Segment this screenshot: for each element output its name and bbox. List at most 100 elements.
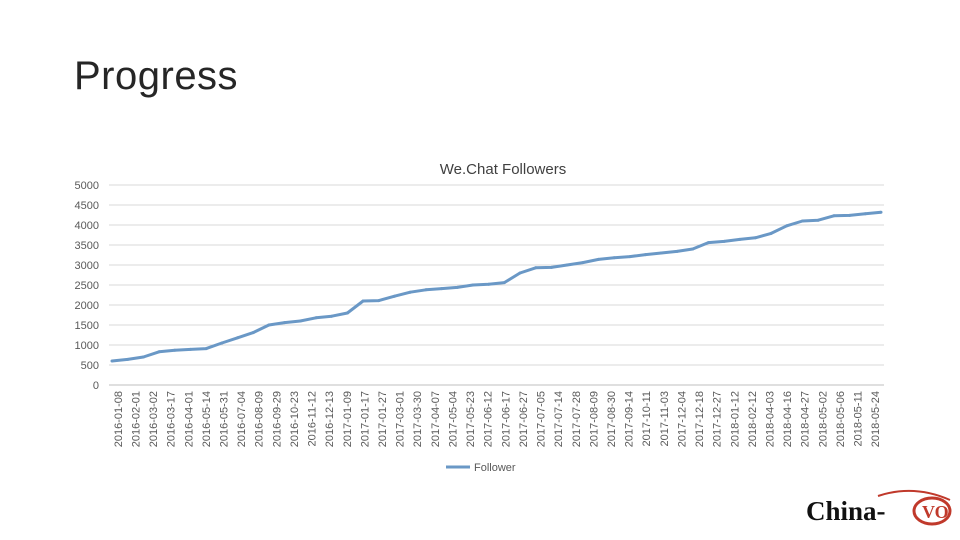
data-point (675, 249, 679, 253)
x-tick-label: 2017-06-17 (500, 391, 512, 447)
x-tick-label: 2017-01-27 (377, 391, 389, 447)
data-point (455, 285, 459, 289)
x-tick-label: 2018-05-11 (853, 391, 865, 446)
x-tick-label: 2017-06-27 (518, 391, 530, 447)
data-point (863, 212, 867, 216)
y-tick-label: 1000 (75, 340, 99, 352)
data-point (173, 348, 177, 352)
data-point (487, 282, 491, 286)
y-tick-label: 4500 (75, 200, 99, 212)
data-point (659, 251, 663, 255)
data-point (518, 271, 522, 275)
data-point (612, 256, 616, 260)
x-tick-label: 2016-03-17 (166, 391, 178, 447)
chart-title: We.Chat Followers (440, 161, 566, 178)
x-tick-label: 2017-12-18 (694, 391, 706, 447)
data-point (549, 265, 553, 269)
data-point (879, 210, 883, 214)
y-axis-ticks: 0 500 1000 1500 2000 2500 3000 3500 4000 4500 5000 (75, 180, 99, 392)
y-tick-label: 1500 (75, 320, 99, 332)
x-tick-label: 2016-03-02 (148, 391, 160, 447)
x-tick-label: 2017-05-04 (447, 391, 459, 447)
x-tick-label: 2017-07-28 (571, 391, 583, 447)
data-point (691, 247, 695, 251)
x-tick-label: 2016-11-12 (307, 391, 319, 446)
y-tick-label: 5000 (75, 180, 99, 192)
data-point (581, 261, 585, 265)
data-point (236, 336, 240, 340)
data-point (298, 319, 302, 323)
data-point (848, 213, 852, 217)
data-point (267, 323, 271, 327)
x-tick-label: 2017-10-11 (641, 391, 653, 446)
x-tick-label: 2016-05-31 (218, 391, 230, 447)
x-tick-label: 2018-02-12 (747, 391, 759, 447)
data-point (157, 350, 161, 354)
data-point (816, 218, 820, 222)
data-point (471, 283, 475, 287)
x-tick-label: 2017-01-09 (342, 391, 354, 447)
data-point (502, 281, 506, 285)
y-tick-label: 2500 (75, 280, 99, 292)
data-point (377, 299, 381, 303)
data-point (330, 314, 334, 318)
slide-title: Progress (74, 54, 239, 98)
data-point (361, 299, 365, 303)
data-point (189, 347, 192, 351)
data-point (785, 224, 789, 228)
x-tick-label: 2016-10-23 (289, 391, 301, 447)
data-point (408, 290, 412, 294)
x-tick-label: 2018-04-16 (782, 391, 794, 447)
y-tick-label: 3500 (75, 240, 99, 252)
y-tick-label: 2000 (75, 300, 99, 312)
x-tick-label: 2017-11-03 (659, 391, 671, 446)
x-tick-label: 2016-12-13 (324, 391, 336, 447)
y-tick-label: 500 (81, 360, 99, 372)
gridlines (109, 184, 884, 386)
x-tick-label: 2016-01-08 (113, 391, 125, 447)
data-point (393, 294, 396, 298)
data-point (283, 321, 287, 325)
data-point (110, 359, 114, 363)
x-tick-label: 2018-05-06 (835, 391, 847, 447)
logo-text: China- (806, 496, 886, 526)
x-tick-label: 2017-08-09 (588, 391, 600, 447)
x-tick-label: 2017-12-04 (676, 391, 688, 447)
x-tick-label: 2017-08-30 (606, 391, 618, 447)
data-point (738, 237, 742, 241)
x-tick-label: 2018-05-24 (870, 391, 882, 447)
x-tick-label: 2018-05-02 (817, 391, 829, 447)
data-point (440, 287, 444, 291)
x-tick-label: 2017-09-14 (624, 391, 636, 447)
data-point (345, 311, 349, 315)
x-tick-label: 2017-07-05 (536, 391, 548, 447)
x-tick-label: 2016-02-01 (130, 391, 142, 447)
x-axis-ticks: 2016-01-08 2016-02-01 2016-03-02 2016-03-17… (113, 391, 882, 447)
x-tick-label: 2017-01-17 (359, 391, 371, 447)
data-point (424, 288, 428, 292)
data-point (534, 266, 538, 270)
data-point (126, 357, 130, 361)
x-tick-label: 2016-08-09 (254, 391, 266, 447)
x-tick-label: 2016-09-29 (271, 391, 283, 447)
x-tick-label: 2017-03-30 (412, 391, 424, 447)
logo-badge: VO (922, 502, 949, 522)
data-point (628, 255, 632, 259)
x-tick-label: 2018-04-27 (800, 391, 812, 447)
data-point (644, 253, 648, 257)
data-point (220, 341, 224, 345)
x-tick-label: 2018-04-03 (765, 391, 777, 447)
data-point (753, 236, 757, 240)
x-tick-label: 2016-07-04 (236, 391, 248, 447)
x-tick-label: 2017-04-07 (430, 391, 442, 447)
data-point (706, 241, 710, 245)
data-point (801, 219, 804, 223)
data-point (204, 347, 208, 351)
data-point (597, 257, 600, 261)
x-tick-label: 2017-07-14 (553, 391, 565, 447)
x-tick-label: 2017-12-27 (712, 391, 724, 447)
data-point (722, 239, 726, 243)
legend-label: Follower (474, 462, 516, 474)
data-point (141, 355, 145, 359)
y-tick-label: 0 (93, 380, 99, 392)
